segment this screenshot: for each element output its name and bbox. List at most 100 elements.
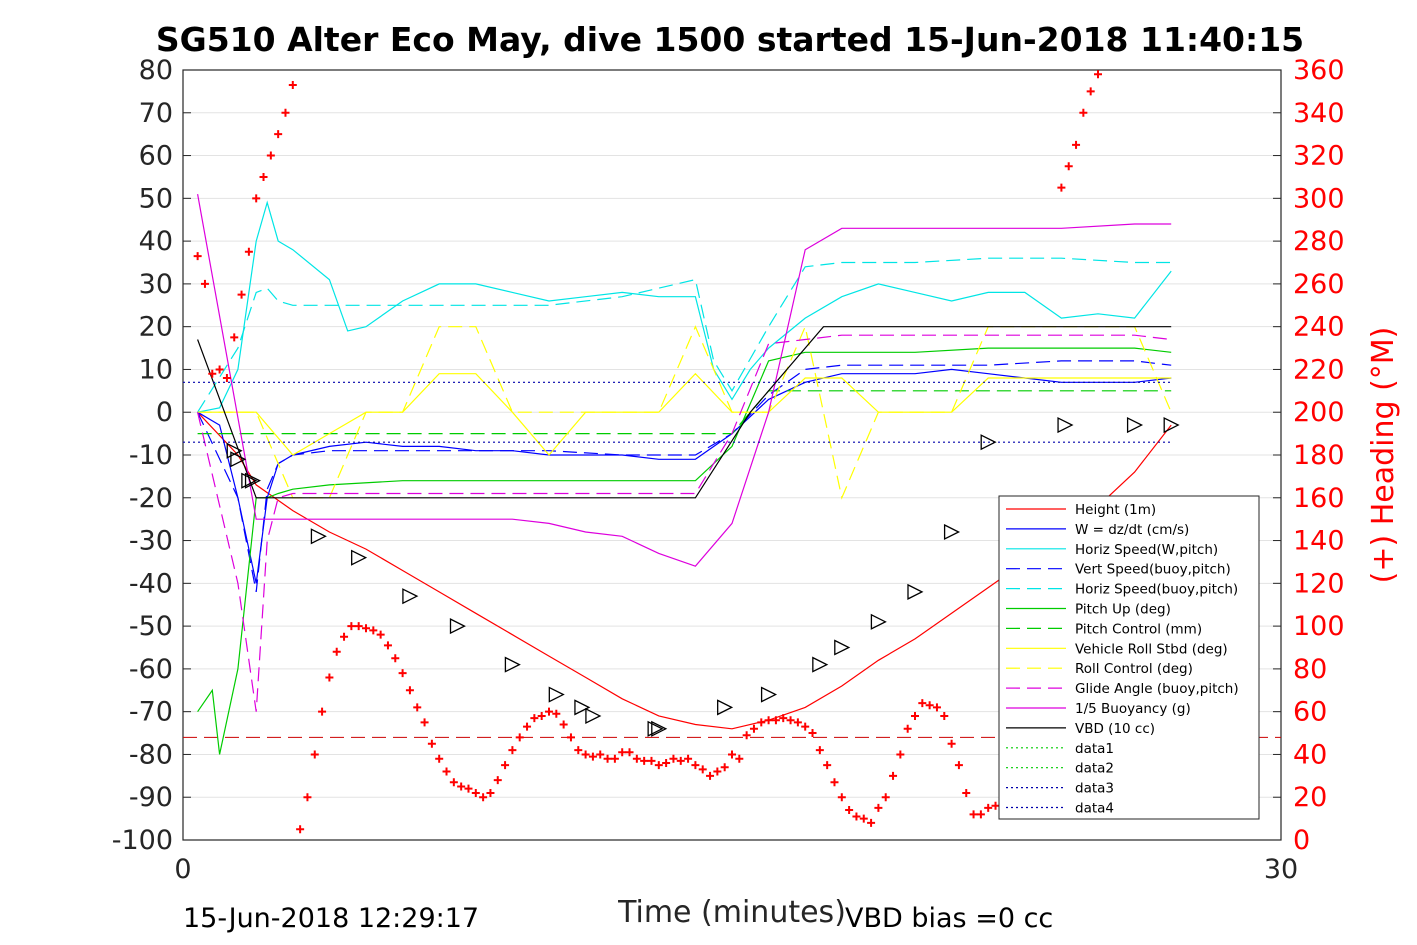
heading-point [486,788,495,797]
heading-point [596,750,605,759]
right-axis-ticks: 3603403203002802602402202001801601401201… [1273,55,1345,856]
heading-point [830,778,839,787]
heading-point [969,810,978,819]
depth-marker [651,720,668,737]
depth-marker [943,523,961,541]
heading-point [728,750,736,759]
right-tick-label: 220 [1293,354,1345,385]
heading-point [713,767,722,776]
right-tick-label: 60 [1293,697,1327,728]
series-line-11 [197,326,1172,499]
left-tick-label: -30 [129,526,173,557]
legend-entry-label: data3 [1075,781,1114,797]
left-tick-label: -90 [129,782,173,813]
right-tick-label: 360 [1293,55,1345,86]
heading-point [588,752,597,761]
heading-point [1064,162,1073,171]
heading-point [932,703,941,712]
heading-point [837,793,846,802]
x-axis-label: Time (minutes) [617,895,846,930]
left-tick-label: -20 [129,483,173,514]
footer-timestamp: 15-Jun-2018 12:29:17 [183,903,479,934]
heading-point [881,793,890,802]
right-tick-label: 20 [1293,782,1327,813]
heading-point [296,825,305,834]
depth-marker [244,472,261,489]
legend-entry-label: Vehicle Roll Stbd (deg) [1075,641,1228,657]
right-tick-label: 140 [1293,526,1345,557]
depth-marker [1126,417,1144,434]
series-line-4 [197,257,1172,413]
legend-entry-label: Roll Control (deg) [1075,661,1193,677]
x-tick-label: 0 [174,854,191,885]
legend-entry-label: data4 [1075,801,1114,817]
heading-point [413,703,422,712]
heading-point [976,810,985,819]
x-axis-ticks: 0 30 [174,832,1298,885]
legend-entry-label: Horiz Speed(W,pitch) [1075,542,1218,558]
right-tick-label: 40 [1293,739,1327,770]
heading-point [530,714,539,723]
depth-marker [548,686,565,703]
heading-point [457,782,466,791]
depth-marker [351,549,368,566]
heading-point [405,686,414,695]
series-line-9 [197,334,1172,712]
heading-point [647,756,656,765]
heading-point [852,812,861,821]
heading-point [391,654,400,663]
heading-point [310,750,319,759]
left-tick-label: -100 [112,825,173,856]
heading-point [779,714,788,723]
heading-point [479,793,488,802]
heading-point [610,754,619,763]
heading-point [859,814,868,823]
depth-marker [449,618,466,635]
heading-point [354,622,363,631]
heading-point [984,803,993,812]
heading-point [1079,108,1088,117]
heading-point [654,761,663,770]
heading-point [427,739,436,748]
depth-marker [1057,417,1074,434]
depth-marker [574,699,591,716]
heading-point [911,711,919,720]
left-tick-label: 50 [139,183,173,214]
legend-entry-label: Vert Speed(buoy,pitch) [1075,562,1231,578]
heading-point [867,818,876,827]
right-tick-label: 0 [1293,825,1310,856]
heading-point [464,784,473,793]
chart-title: SG510 Alter Eco May, dive 1500 started 1… [156,20,1304,59]
legend-entry-label: data1 [1075,741,1114,757]
heading-point [684,754,693,763]
heading-point [369,626,378,635]
heading-point [537,711,546,720]
depth-marker [1163,417,1180,434]
series-line-2 [197,200,1172,413]
series-line-10 [197,193,1172,567]
heading-point [471,788,480,797]
heading-point [332,647,341,656]
heading-point [1072,140,1081,149]
depth-marker [907,583,924,600]
legend-entry-label: data2 [1075,761,1114,777]
right-tick-label: 120 [1293,568,1345,599]
heading-point [962,788,971,797]
heading-point [625,748,634,757]
legend-entry-label: VBD (10 cc) [1075,721,1155,737]
right-tick-label: 100 [1293,611,1345,642]
heading-point [669,754,678,763]
heading-point [947,739,956,748]
heading-point [288,80,297,89]
heading-point [252,194,261,203]
right-tick-label: 340 [1293,98,1345,129]
series-line-3 [197,360,1172,593]
heading-point [581,750,590,759]
heading-point [493,776,502,785]
right-tick-label: 300 [1293,183,1345,214]
heading-point [222,374,231,382]
right-tick-label: 320 [1293,141,1345,172]
heading-point [501,761,510,770]
depth-marker [760,686,778,703]
depth-marker [834,639,851,656]
